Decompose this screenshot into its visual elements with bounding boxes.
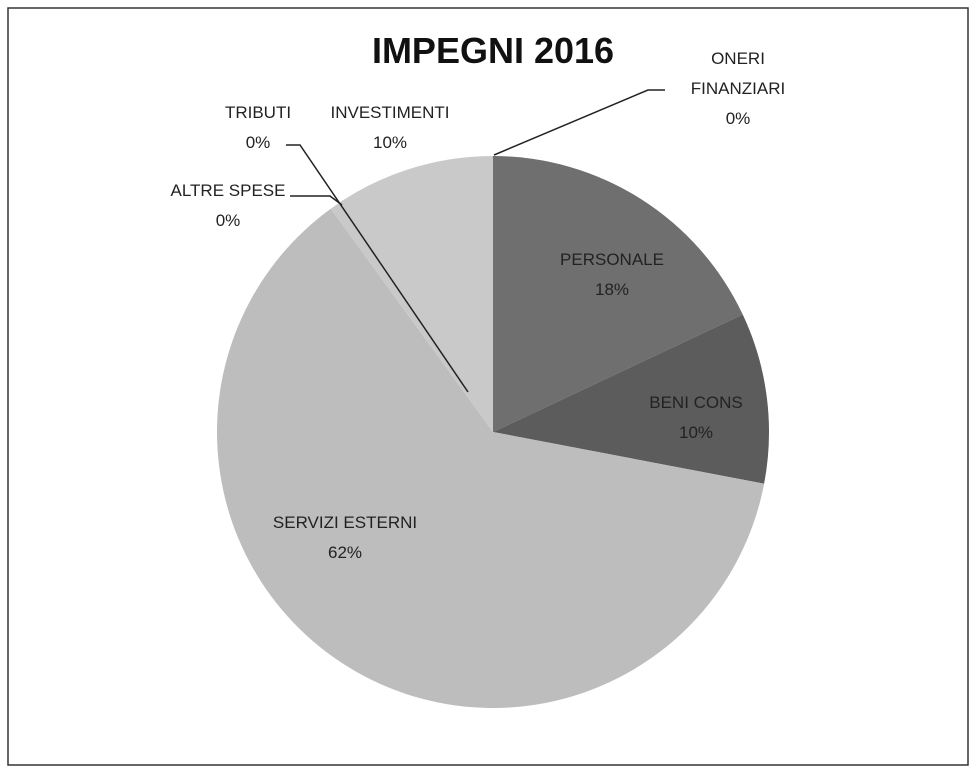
slice-percent: 10%: [372, 133, 408, 152]
slice-name: PERSONALE: [560, 250, 664, 269]
slice-percent: 62%: [327, 543, 363, 562]
pie-slice: [493, 156, 743, 432]
pie-slice: [493, 314, 769, 484]
slice-name: BENI CONS: [649, 393, 743, 412]
slice-name: TRIBUTI: [224, 103, 292, 122]
data-label: SERVIZI ESTERNI 62%: [245, 508, 445, 568]
slice-percent: 10%: [678, 423, 714, 442]
chart-title: IMPEGNI 2016: [371, 30, 615, 71]
data-label: ONERI FINANZIARI 0%: [678, 44, 798, 134]
data-label: INVESTIMENTI 10%: [315, 98, 465, 158]
pie-slice: [216, 208, 765, 709]
slice-name: SERVIZI ESTERNI: [272, 513, 418, 532]
slice-name: INVESTIMENTI: [330, 103, 450, 122]
leader-line: [286, 144, 469, 393]
slice-percent: 0%: [725, 109, 751, 128]
leader-line: [290, 195, 343, 206]
slice-name: ALTRE SPESE: [170, 181, 286, 200]
data-label: TRIBUTI 0%: [218, 98, 298, 158]
slice-name: ONERI FINANZIARI: [690, 49, 786, 98]
data-label: PERSONALE 18%: [532, 245, 692, 305]
data-label: BENI CONS 10%: [626, 388, 766, 448]
data-label: ALTRE SPESE 0%: [163, 176, 293, 236]
slice-percent: 0%: [215, 211, 241, 230]
leader-line: [493, 89, 665, 156]
slice-percent: 18%: [594, 280, 630, 299]
pie-slice: [330, 156, 493, 432]
slice-percent: 0%: [245, 133, 271, 152]
leader-lines: [286, 89, 665, 393]
